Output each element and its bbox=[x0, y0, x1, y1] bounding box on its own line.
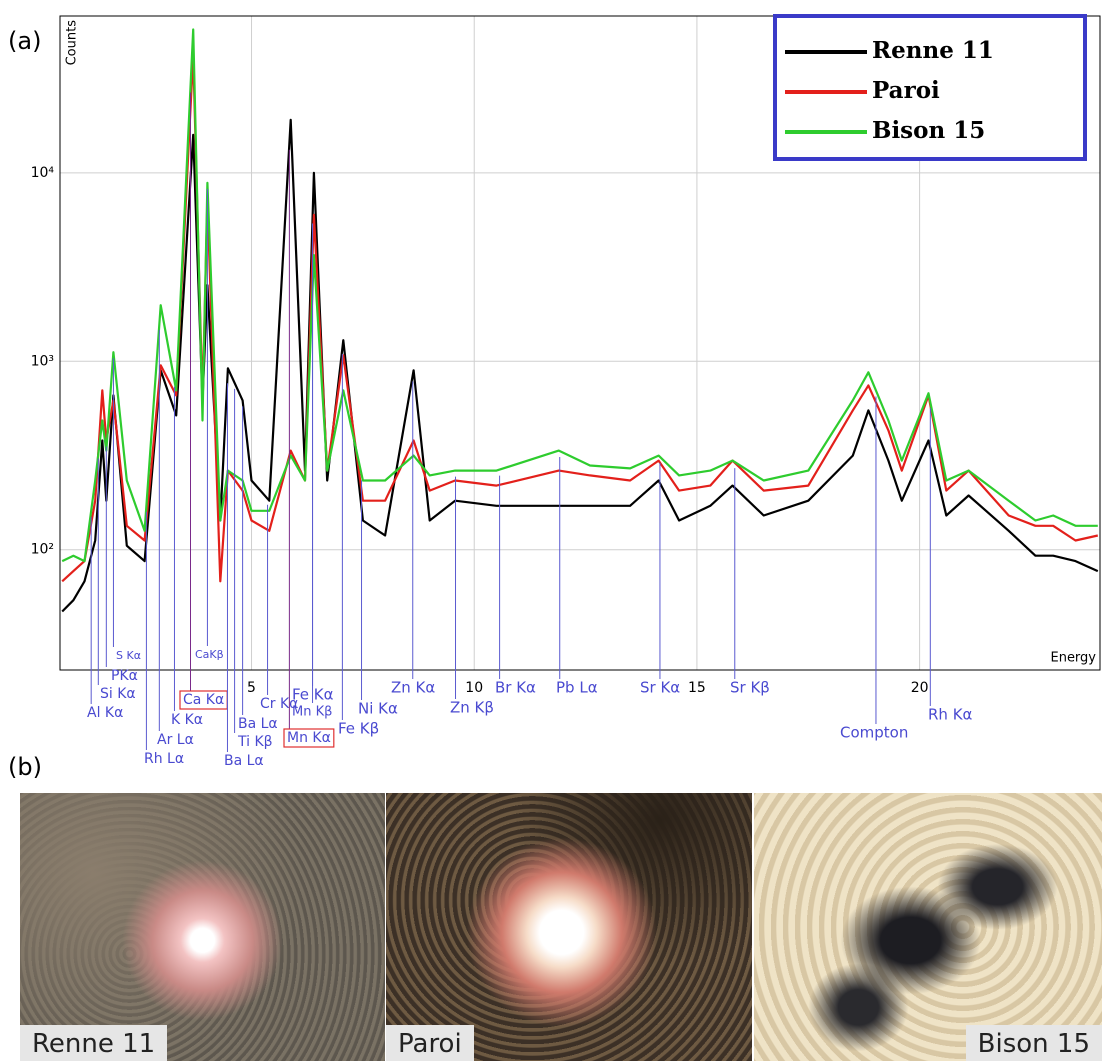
x-tick-label: 5 bbox=[247, 680, 256, 696]
annotation-label: Zn Kα bbox=[391, 679, 435, 697]
annotation-label: Ni Kα bbox=[358, 700, 398, 718]
annotation-label: Zn Kβ bbox=[450, 699, 494, 717]
legend-box bbox=[773, 14, 1087, 161]
annotation-label: Mn Kβ bbox=[292, 705, 332, 720]
x-axis-label: Energy bbox=[1050, 651, 1096, 666]
annotation-label: Pb Lα bbox=[556, 679, 598, 697]
photo-caption: Bison 15 bbox=[965, 1025, 1102, 1061]
annotation-label: Si Kα bbox=[100, 686, 136, 702]
annotation-label: Al Kα bbox=[87, 705, 123, 721]
annotation-label: Fe Kα bbox=[292, 686, 334, 704]
annotation-label: Fe Kβ bbox=[338, 720, 379, 738]
annotation-label: Br Kα bbox=[495, 679, 536, 697]
series-line bbox=[61, 118, 1099, 613]
annotation-box bbox=[283, 728, 335, 748]
chart: (a) (b) 5 10 15 20 10² 10³ 10⁴ Counts Energy Al K… bbox=[8, 14, 1101, 781]
panel-label: (a) bbox=[8, 27, 41, 55]
y-tick-label: 10⁴ bbox=[31, 165, 55, 181]
photo-caption: Renne 11 bbox=[20, 1025, 168, 1061]
x-tick-label: 20 bbox=[911, 680, 929, 696]
annotation-label: PKα bbox=[111, 668, 138, 684]
annotation-label: Ti Kβ bbox=[237, 734, 273, 750]
legend-label: Bison 15 bbox=[872, 117, 985, 144]
annotation-label: Ar Lα bbox=[157, 732, 194, 748]
legend-label: Paroi bbox=[872, 77, 940, 104]
annotation-label: Ba Lα bbox=[238, 716, 278, 732]
annotation-label: Mn Kα bbox=[287, 730, 331, 746]
legend-label: Renne 11 bbox=[872, 37, 994, 64]
y-tick-label: 10³ bbox=[31, 353, 54, 369]
y-tick-label: 10² bbox=[31, 542, 54, 558]
panel-label: (b) bbox=[8, 753, 42, 781]
plot-frame bbox=[59, 15, 1101, 671]
x-tick-label: 10 bbox=[465, 680, 483, 696]
annotation-label: Compton bbox=[840, 724, 908, 742]
photo-caption: Paroi bbox=[386, 1025, 474, 1061]
photo: Renne 11 bbox=[20, 793, 385, 1061]
annotation-label: Rh Kα bbox=[928, 706, 973, 724]
annotation-label: Ca Kα bbox=[183, 692, 224, 708]
annotation-label: CaKβ bbox=[195, 648, 224, 661]
series-line bbox=[61, 28, 1098, 563]
series-line bbox=[61, 53, 1099, 583]
annotation-label: Sr Kβ bbox=[730, 679, 770, 697]
annotation-label: Rh Lα bbox=[144, 751, 184, 767]
annotation-label: S Kα bbox=[116, 649, 141, 662]
x-tick-label: 15 bbox=[688, 680, 706, 696]
y-axis-label: Counts bbox=[65, 20, 80, 66]
annotation-label: Ba Lα bbox=[224, 753, 264, 769]
photo: Paroi bbox=[386, 793, 752, 1061]
annotation-label: Cr Kα bbox=[260, 696, 298, 712]
annotation-label: Sr Kα bbox=[640, 679, 680, 697]
annotation-label: K Kα bbox=[171, 712, 203, 728]
photo: Bison 15 bbox=[754, 793, 1102, 1061]
